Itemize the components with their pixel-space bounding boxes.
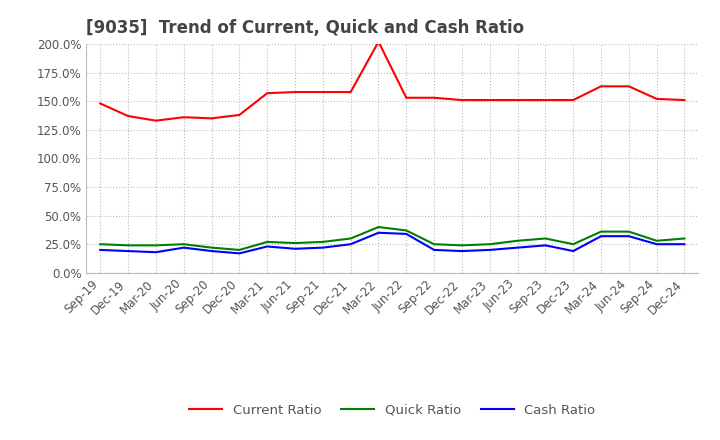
- Current Ratio: [597, 84, 606, 89]
- Current Ratio: [96, 101, 104, 106]
- Quick Ratio: [207, 245, 216, 250]
- Quick Ratio: [458, 243, 467, 248]
- Current Ratio: [374, 39, 383, 44]
- Cash Ratio: [179, 245, 188, 250]
- Quick Ratio: [291, 240, 300, 246]
- Quick Ratio: [569, 242, 577, 247]
- Current Ratio: [235, 112, 243, 117]
- Cash Ratio: [430, 247, 438, 253]
- Current Ratio: [346, 89, 355, 95]
- Quick Ratio: [374, 224, 383, 230]
- Current Ratio: [513, 97, 522, 103]
- Current Ratio: [291, 89, 300, 95]
- Quick Ratio: [430, 242, 438, 247]
- Current Ratio: [680, 97, 689, 103]
- Current Ratio: [402, 95, 410, 100]
- Cash Ratio: [513, 245, 522, 250]
- Current Ratio: [624, 84, 633, 89]
- Cash Ratio: [597, 234, 606, 239]
- Current Ratio: [652, 96, 661, 102]
- Current Ratio: [485, 97, 494, 103]
- Quick Ratio: [680, 236, 689, 241]
- Cash Ratio: [569, 249, 577, 254]
- Cash Ratio: [541, 243, 550, 248]
- Cash Ratio: [374, 230, 383, 235]
- Cash Ratio: [402, 231, 410, 237]
- Cash Ratio: [624, 234, 633, 239]
- Quick Ratio: [485, 242, 494, 247]
- Text: [9035]  Trend of Current, Quick and Cash Ratio: [9035] Trend of Current, Quick and Cash …: [86, 19, 525, 37]
- Quick Ratio: [402, 228, 410, 233]
- Cash Ratio: [96, 247, 104, 253]
- Current Ratio: [124, 114, 132, 119]
- Cash Ratio: [207, 249, 216, 254]
- Cash Ratio: [485, 247, 494, 253]
- Current Ratio: [263, 91, 271, 96]
- Current Ratio: [179, 114, 188, 120]
- Cash Ratio: [458, 249, 467, 254]
- Quick Ratio: [263, 239, 271, 245]
- Cash Ratio: [124, 249, 132, 254]
- Line: Current Ratio: Current Ratio: [100, 42, 685, 121]
- Cash Ratio: [318, 245, 327, 250]
- Cash Ratio: [346, 242, 355, 247]
- Current Ratio: [318, 89, 327, 95]
- Quick Ratio: [541, 236, 550, 241]
- Current Ratio: [430, 95, 438, 100]
- Quick Ratio: [513, 238, 522, 243]
- Line: Cash Ratio: Cash Ratio: [100, 233, 685, 253]
- Quick Ratio: [624, 229, 633, 234]
- Cash Ratio: [263, 244, 271, 249]
- Quick Ratio: [597, 229, 606, 234]
- Current Ratio: [458, 97, 467, 103]
- Cash Ratio: [652, 242, 661, 247]
- Quick Ratio: [179, 242, 188, 247]
- Quick Ratio: [318, 239, 327, 245]
- Quick Ratio: [346, 236, 355, 241]
- Cash Ratio: [680, 242, 689, 247]
- Legend: Current Ratio, Quick Ratio, Cash Ratio: Current Ratio, Quick Ratio, Cash Ratio: [184, 398, 600, 422]
- Quick Ratio: [96, 242, 104, 247]
- Cash Ratio: [235, 251, 243, 256]
- Current Ratio: [207, 116, 216, 121]
- Quick Ratio: [152, 243, 161, 248]
- Quick Ratio: [124, 243, 132, 248]
- Line: Quick Ratio: Quick Ratio: [100, 227, 685, 250]
- Quick Ratio: [235, 247, 243, 253]
- Cash Ratio: [291, 246, 300, 251]
- Current Ratio: [541, 97, 550, 103]
- Cash Ratio: [152, 249, 161, 255]
- Quick Ratio: [652, 238, 661, 243]
- Current Ratio: [569, 97, 577, 103]
- Current Ratio: [152, 118, 161, 123]
